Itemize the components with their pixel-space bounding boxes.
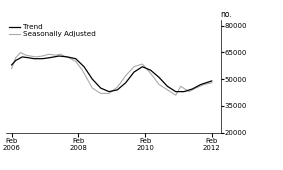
Seasonally Adjusted xyxy=(141,63,144,65)
Trend xyxy=(199,83,202,86)
Trend xyxy=(57,55,61,57)
Seasonally Adjusted xyxy=(34,56,37,58)
Seasonally Adjusted xyxy=(24,54,27,56)
Seasonally Adjusted xyxy=(81,69,84,71)
Seasonally Adjusted xyxy=(187,91,191,93)
Seasonally Adjusted xyxy=(47,53,51,55)
Seasonally Adjusted xyxy=(99,92,102,95)
Seasonally Adjusted xyxy=(54,54,57,56)
Seasonally Adjusted xyxy=(10,67,13,70)
Seasonally Adjusted xyxy=(132,66,136,68)
Seasonally Adjusted xyxy=(166,89,169,91)
Seasonally Adjusted xyxy=(67,57,71,59)
Trend xyxy=(210,80,213,82)
Line: Trend: Trend xyxy=(12,56,212,92)
Trend xyxy=(21,56,24,58)
Seasonally Adjusted xyxy=(202,83,206,86)
Trend xyxy=(124,82,127,84)
Trend xyxy=(149,69,153,71)
Seasonally Adjusted xyxy=(179,85,183,87)
Trend xyxy=(191,88,194,90)
Seasonally Adjusted xyxy=(116,86,119,88)
Trend xyxy=(66,56,69,58)
Seasonally Adjusted xyxy=(124,75,127,77)
Seasonally Adjusted xyxy=(19,52,22,54)
Seasonally Adjusted xyxy=(145,67,148,70)
Trend xyxy=(10,64,13,66)
Trend xyxy=(132,71,136,73)
Trend xyxy=(99,87,102,89)
Seasonally Adjusted xyxy=(151,75,154,77)
Seasonally Adjusted xyxy=(194,87,198,89)
Trend xyxy=(174,91,177,93)
Seasonally Adjusted xyxy=(59,53,62,55)
Text: no.: no. xyxy=(221,10,233,19)
Trend xyxy=(27,57,31,59)
Legend: Trend, Seasonally Adjusted: Trend, Seasonally Adjusted xyxy=(9,24,96,37)
Trend xyxy=(91,78,94,80)
Trend xyxy=(116,89,119,91)
Seasonally Adjusted xyxy=(62,55,66,57)
Seasonally Adjusted xyxy=(157,83,161,86)
Seasonally Adjusted xyxy=(91,87,94,89)
Seasonally Adjusted xyxy=(41,55,44,57)
Seasonally Adjusted xyxy=(29,55,32,57)
Trend xyxy=(107,91,111,93)
Trend xyxy=(41,58,44,60)
Trend xyxy=(74,58,77,60)
Trend xyxy=(47,57,51,59)
Trend xyxy=(157,76,161,78)
Line: Seasonally Adjusted: Seasonally Adjusted xyxy=(12,53,212,95)
Trend xyxy=(141,66,144,68)
Seasonally Adjusted xyxy=(174,94,177,96)
Trend xyxy=(14,59,17,62)
Seasonally Adjusted xyxy=(14,57,17,59)
Trend xyxy=(82,66,86,68)
Trend xyxy=(32,58,36,60)
Seasonally Adjusted xyxy=(210,82,213,84)
Seasonally Adjusted xyxy=(107,92,111,95)
Seasonally Adjusted xyxy=(74,60,77,62)
Trend xyxy=(182,91,186,93)
Trend xyxy=(166,85,169,87)
